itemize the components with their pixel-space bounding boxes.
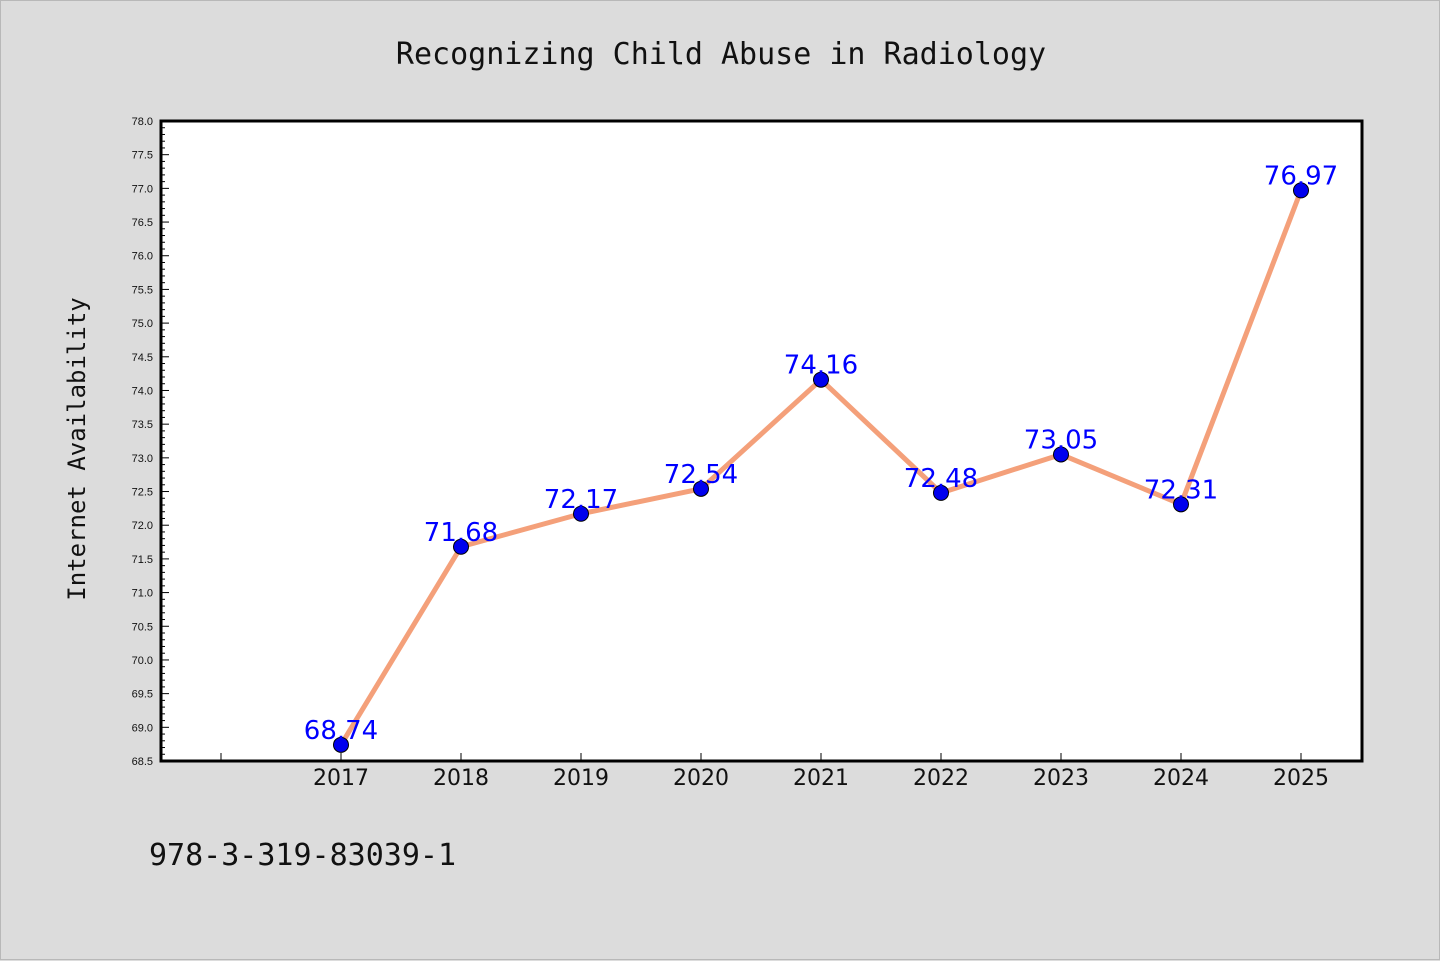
data-labels: 68.74 71.68 72.17 72.54 74.16 72.48 73.05 72.31… xyxy=(304,161,1338,745)
y-tick-label: 72.5 xyxy=(132,487,153,499)
y-tick-label: 77.5 xyxy=(132,150,153,162)
y-tick-label: 74.5 xyxy=(132,352,153,364)
x-tick-label: 2023 xyxy=(1033,766,1089,791)
y-tick-label: 78.0 xyxy=(132,116,153,128)
data-label: 73.05 xyxy=(1024,425,1098,455)
y-tick-label: 73.5 xyxy=(132,419,153,431)
y-tick-label: 71.0 xyxy=(132,588,153,600)
y-tick-label: 71.5 xyxy=(132,554,153,566)
data-label: 74.16 xyxy=(784,351,858,381)
data-label: 72.31 xyxy=(1144,475,1218,505)
y-tick-label: 74.0 xyxy=(132,385,153,397)
data-point xyxy=(1173,496,1189,513)
plot-area xyxy=(161,121,1362,761)
data-label: 72.17 xyxy=(544,485,618,515)
y-tick-label: 76.5 xyxy=(132,217,153,229)
x-tick-label: 2021 xyxy=(793,766,849,791)
data-point xyxy=(573,505,589,522)
y-tick-label: 68.5 xyxy=(132,756,153,768)
x-tick-label: 2018 xyxy=(433,766,489,791)
data-label: 71.68 xyxy=(424,518,498,548)
x-tick-label: 2025 xyxy=(1273,766,1329,791)
y-tick-labels: 68.5 69.0 69.5 70.0 70.5 71.0 71.5 72.0 72.5 73.0… xyxy=(132,116,153,768)
data-label: 76.97 xyxy=(1264,161,1338,191)
x-tick-label: 2017 xyxy=(313,766,369,791)
data-point xyxy=(693,480,709,497)
y-tick-label: 70.5 xyxy=(132,621,153,633)
x-tick-labels: 2017 2018 2019 2020 2021 2022 2023 2024 2025 xyxy=(313,766,1329,791)
y-tick-label: 69.0 xyxy=(132,722,153,734)
data-point xyxy=(933,484,949,501)
y-tick-label: 73.0 xyxy=(132,453,153,465)
x-tick-label: 2022 xyxy=(913,766,969,791)
isbn-footer: 978-3-319-83039-1 xyxy=(149,838,456,873)
y-tick-label: 75.5 xyxy=(132,284,153,296)
x-tick-label: 2020 xyxy=(673,766,729,791)
y-axis-label: Internet Availability xyxy=(63,297,91,600)
x-tick-label: 2019 xyxy=(553,766,609,791)
y-tick-label: 69.5 xyxy=(132,689,153,701)
data-markers xyxy=(333,182,1309,753)
data-point xyxy=(333,736,349,753)
plot-border xyxy=(159,119,1364,763)
data-label: 68.74 xyxy=(304,716,378,746)
data-label: 72.48 xyxy=(904,464,978,494)
data-label: 72.54 xyxy=(664,460,738,490)
y-tick-label: 70.0 xyxy=(132,655,153,667)
y-tick-label: 76.0 xyxy=(132,251,153,263)
data-point xyxy=(1053,446,1069,463)
y-tick-label: 75.0 xyxy=(132,318,153,330)
x-tick-label: 2024 xyxy=(1153,766,1209,791)
chart-title: Recognizing Child Abuse in Radiology xyxy=(396,37,1046,72)
y-tick-label: 72.0 xyxy=(132,520,153,532)
y-tick-label: 77.0 xyxy=(132,183,153,195)
data-point xyxy=(453,538,469,555)
data-point xyxy=(813,371,829,388)
data-point xyxy=(1293,182,1309,199)
